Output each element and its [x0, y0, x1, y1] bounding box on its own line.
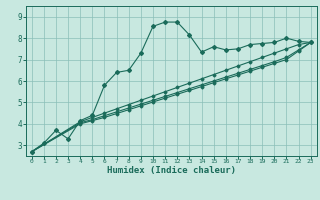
X-axis label: Humidex (Indice chaleur): Humidex (Indice chaleur)	[107, 166, 236, 175]
